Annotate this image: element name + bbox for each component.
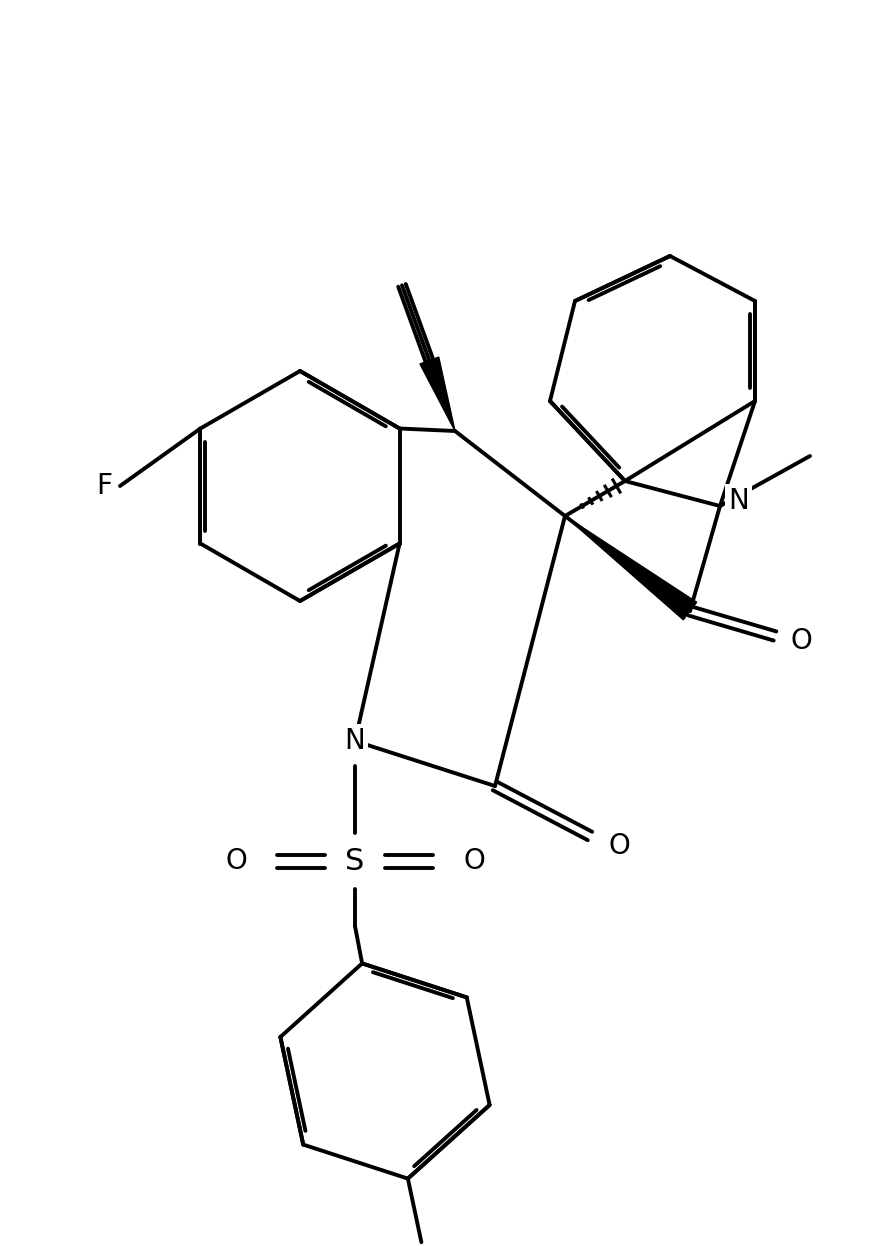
Text: O: O xyxy=(790,627,812,655)
Text: N: N xyxy=(728,487,749,515)
Text: N: N xyxy=(345,726,366,755)
Polygon shape xyxy=(420,358,455,431)
Text: O: O xyxy=(463,847,485,875)
Text: S: S xyxy=(345,846,365,876)
Polygon shape xyxy=(565,516,697,619)
Text: O: O xyxy=(608,832,630,860)
Text: F: F xyxy=(96,472,112,500)
Text: O: O xyxy=(225,847,247,875)
